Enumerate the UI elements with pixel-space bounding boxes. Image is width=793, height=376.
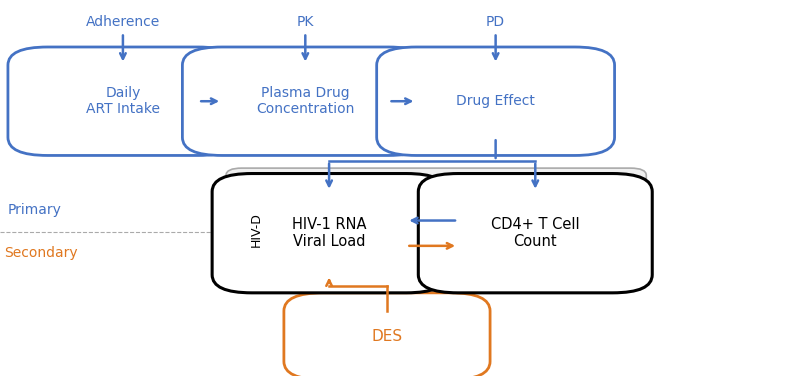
Text: PK: PK xyxy=(297,15,314,29)
Text: HIV-1 RNA
Viral Load: HIV-1 RNA Viral Load xyxy=(292,217,366,249)
FancyBboxPatch shape xyxy=(8,47,238,155)
FancyBboxPatch shape xyxy=(377,47,615,155)
Text: CD4+ T Cell
Count: CD4+ T Cell Count xyxy=(491,217,580,249)
Text: HIV-D: HIV-D xyxy=(250,212,262,247)
FancyBboxPatch shape xyxy=(182,47,428,155)
FancyBboxPatch shape xyxy=(284,293,490,376)
FancyBboxPatch shape xyxy=(213,174,446,293)
Text: Daily
ART Intake: Daily ART Intake xyxy=(86,86,160,116)
Text: Drug Effect: Drug Effect xyxy=(456,94,535,108)
Text: Secondary: Secondary xyxy=(4,246,78,261)
Text: Adherence: Adherence xyxy=(86,15,160,29)
FancyBboxPatch shape xyxy=(419,174,653,293)
Text: Primary: Primary xyxy=(8,203,62,217)
Text: PD: PD xyxy=(486,15,505,29)
Text: Plasma Drug
Concentration: Plasma Drug Concentration xyxy=(256,86,354,116)
Text: DES: DES xyxy=(371,329,403,344)
FancyBboxPatch shape xyxy=(226,168,646,291)
